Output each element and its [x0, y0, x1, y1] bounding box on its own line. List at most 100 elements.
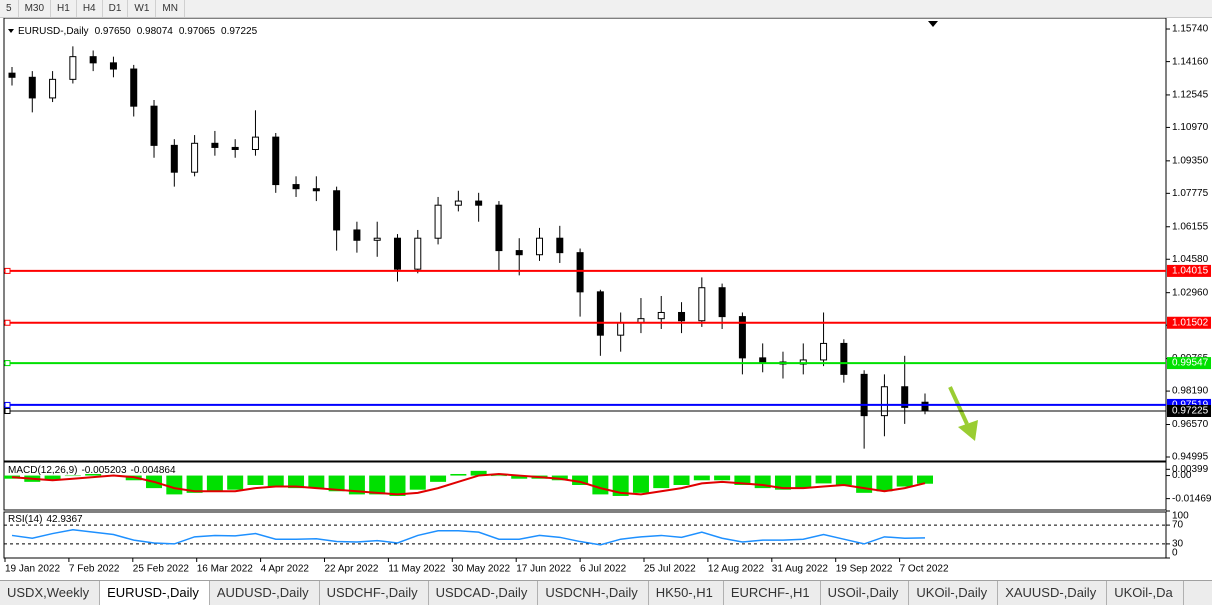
chart-tab[interactable]: AUDUSD-,Daily: [210, 581, 320, 605]
candle-body: [333, 190, 341, 231]
macd-bar: [348, 475, 365, 495]
macd-bar: [774, 475, 791, 490]
candle-body: [69, 56, 77, 80]
price-label: 0.97225: [1172, 406, 1209, 417]
macd-bar: [815, 475, 832, 484]
symbol: EURUSD-,Daily: [18, 26, 89, 37]
macd-bar: [166, 475, 183, 495]
candle-body: [596, 291, 604, 336]
x-tick-label: 31 Aug 2022: [772, 564, 829, 575]
chart-tab[interactable]: XAUUSD-,Daily: [998, 581, 1108, 605]
timeframe-button[interactable]: H1: [51, 0, 77, 17]
chart-tab[interactable]: USDCAD-,Daily: [429, 581, 539, 605]
candle-body: [617, 322, 625, 336]
candle-body: [860, 373, 868, 417]
candle-body: [820, 342, 828, 361]
rsi-tick-label: 100: [1172, 511, 1189, 522]
candle-body: [840, 342, 848, 375]
chart-tab[interactable]: USDCNH-,Daily: [538, 581, 649, 605]
y-tick-label: 1.04580: [1172, 254, 1209, 265]
macd-bar: [288, 475, 305, 489]
rsi-panel: [3, 511, 1167, 559]
timeframe-button[interactable]: D1: [103, 0, 129, 17]
rsi-tick-label: 30: [1172, 539, 1184, 550]
macd-bar: [369, 475, 386, 495]
macd-bar: [856, 475, 873, 493]
macd-bar: [612, 475, 629, 496]
candle-body: [150, 105, 158, 146]
candle-body: [657, 311, 665, 320]
chart-tab[interactable]: USDX,Weekly: [0, 581, 101, 605]
macd-bar: [734, 475, 751, 485]
chart-tab[interactable]: UKOil-,Da: [1107, 581, 1184, 605]
candle-body: [738, 316, 746, 359]
x-tick-label: 7 Feb 2022: [69, 564, 120, 575]
timeframe-button[interactable]: M30: [19, 0, 52, 17]
shift-marker: [928, 21, 938, 27]
line-handle: [4, 319, 11, 326]
candle-body: [495, 204, 503, 252]
chart-tab[interactable]: UKOil-,Daily: [909, 581, 999, 605]
chart-tab[interactable]: EURCHF-,H1: [724, 581, 821, 605]
y-tick-label: 1.07775: [1172, 188, 1209, 199]
macd-tick-label: 0.00399: [1172, 464, 1209, 475]
chart-tab[interactable]: USOil-,Daily: [821, 581, 910, 605]
x-tick-label: 22 Apr 2022: [325, 564, 379, 575]
x-tick-label: 4 Apr 2022: [261, 564, 310, 575]
rsi-current: 42.9367: [46, 514, 83, 525]
y-tick-label: 1.14160: [1172, 56, 1209, 67]
macd-bar: [227, 475, 244, 490]
candle-body: [292, 184, 300, 190]
x-tick-label: 7 Oct 2022: [900, 564, 949, 575]
candle-body: [556, 237, 564, 254]
timeframe-button[interactable]: W1: [128, 0, 157, 17]
price-label: 0.99547: [1172, 358, 1209, 369]
candle-body: [251, 136, 259, 150]
candle-body: [678, 311, 686, 322]
x-tick-label: 17 Jun 2022: [516, 564, 571, 575]
macd-bar: [896, 475, 913, 487]
candle-body: [28, 76, 36, 99]
macd-bar: [267, 475, 284, 487]
candle-body: [211, 142, 219, 148]
macd-signal: [11, 472, 926, 496]
header-value: 0.98074: [137, 26, 174, 37]
timeframe-button[interactable]: 5: [0, 0, 19, 17]
chart-tabs: USDX,Weekly EURUSD-,Daily AUDUSD-,Daily USD…: [0, 580, 1212, 605]
macd-bar: [795, 475, 812, 489]
timeframe-button[interactable]: H4: [77, 0, 103, 17]
chart: EURUSD-,Daily 0.97650 0.98074 0.97065 0.9722…: [3, 18, 1212, 575]
y-tick-label: 1.10970: [1172, 122, 1209, 133]
chart-tab[interactable]: HK50-,H1: [649, 581, 724, 605]
macd-bar: [511, 475, 528, 479]
candle-body: [49, 78, 57, 99]
chart-tab[interactable]: USDCHF-,Daily: [320, 581, 429, 605]
line-handle: [4, 267, 11, 274]
macd-tick-label: 0.00: [1172, 470, 1192, 481]
x-tick-label: 12 Aug 2022: [708, 564, 765, 575]
candle-body: [89, 56, 97, 64]
chart-header: EURUSD-,Daily 0.97650 0.98074 0.97065 0.9722…: [18, 26, 258, 37]
macd-bar: [876, 475, 893, 492]
header-value: 0.97065: [179, 26, 216, 37]
candle-body: [191, 142, 199, 173]
rsi-label: RSI(14): [8, 514, 42, 525]
macd-bar: [206, 475, 223, 492]
macd-bar: [632, 475, 649, 493]
candle-body: [515, 250, 523, 256]
header-value: 0.97650: [95, 26, 132, 37]
macd-label: MACD(12,26,9): [8, 465, 77, 476]
timeframe-button[interactable]: MN: [156, 0, 185, 17]
y-tick-label: 1.06155: [1172, 221, 1209, 232]
candle-body: [353, 229, 361, 241]
rsi-header: RSI(14) 42.9367: [8, 514, 83, 525]
line-handle: [4, 407, 11, 414]
candle-body: [373, 237, 381, 241]
candle-body: [718, 287, 726, 318]
price-label-box: [1167, 357, 1211, 370]
line-handle: [4, 401, 11, 408]
y-tick-label: 1.09350: [1172, 155, 1209, 166]
chart-tab[interactable]: EURUSD-,Daily: [100, 581, 210, 605]
rsi-tick-label: 70: [1172, 520, 1184, 531]
candle-body: [576, 252, 584, 293]
